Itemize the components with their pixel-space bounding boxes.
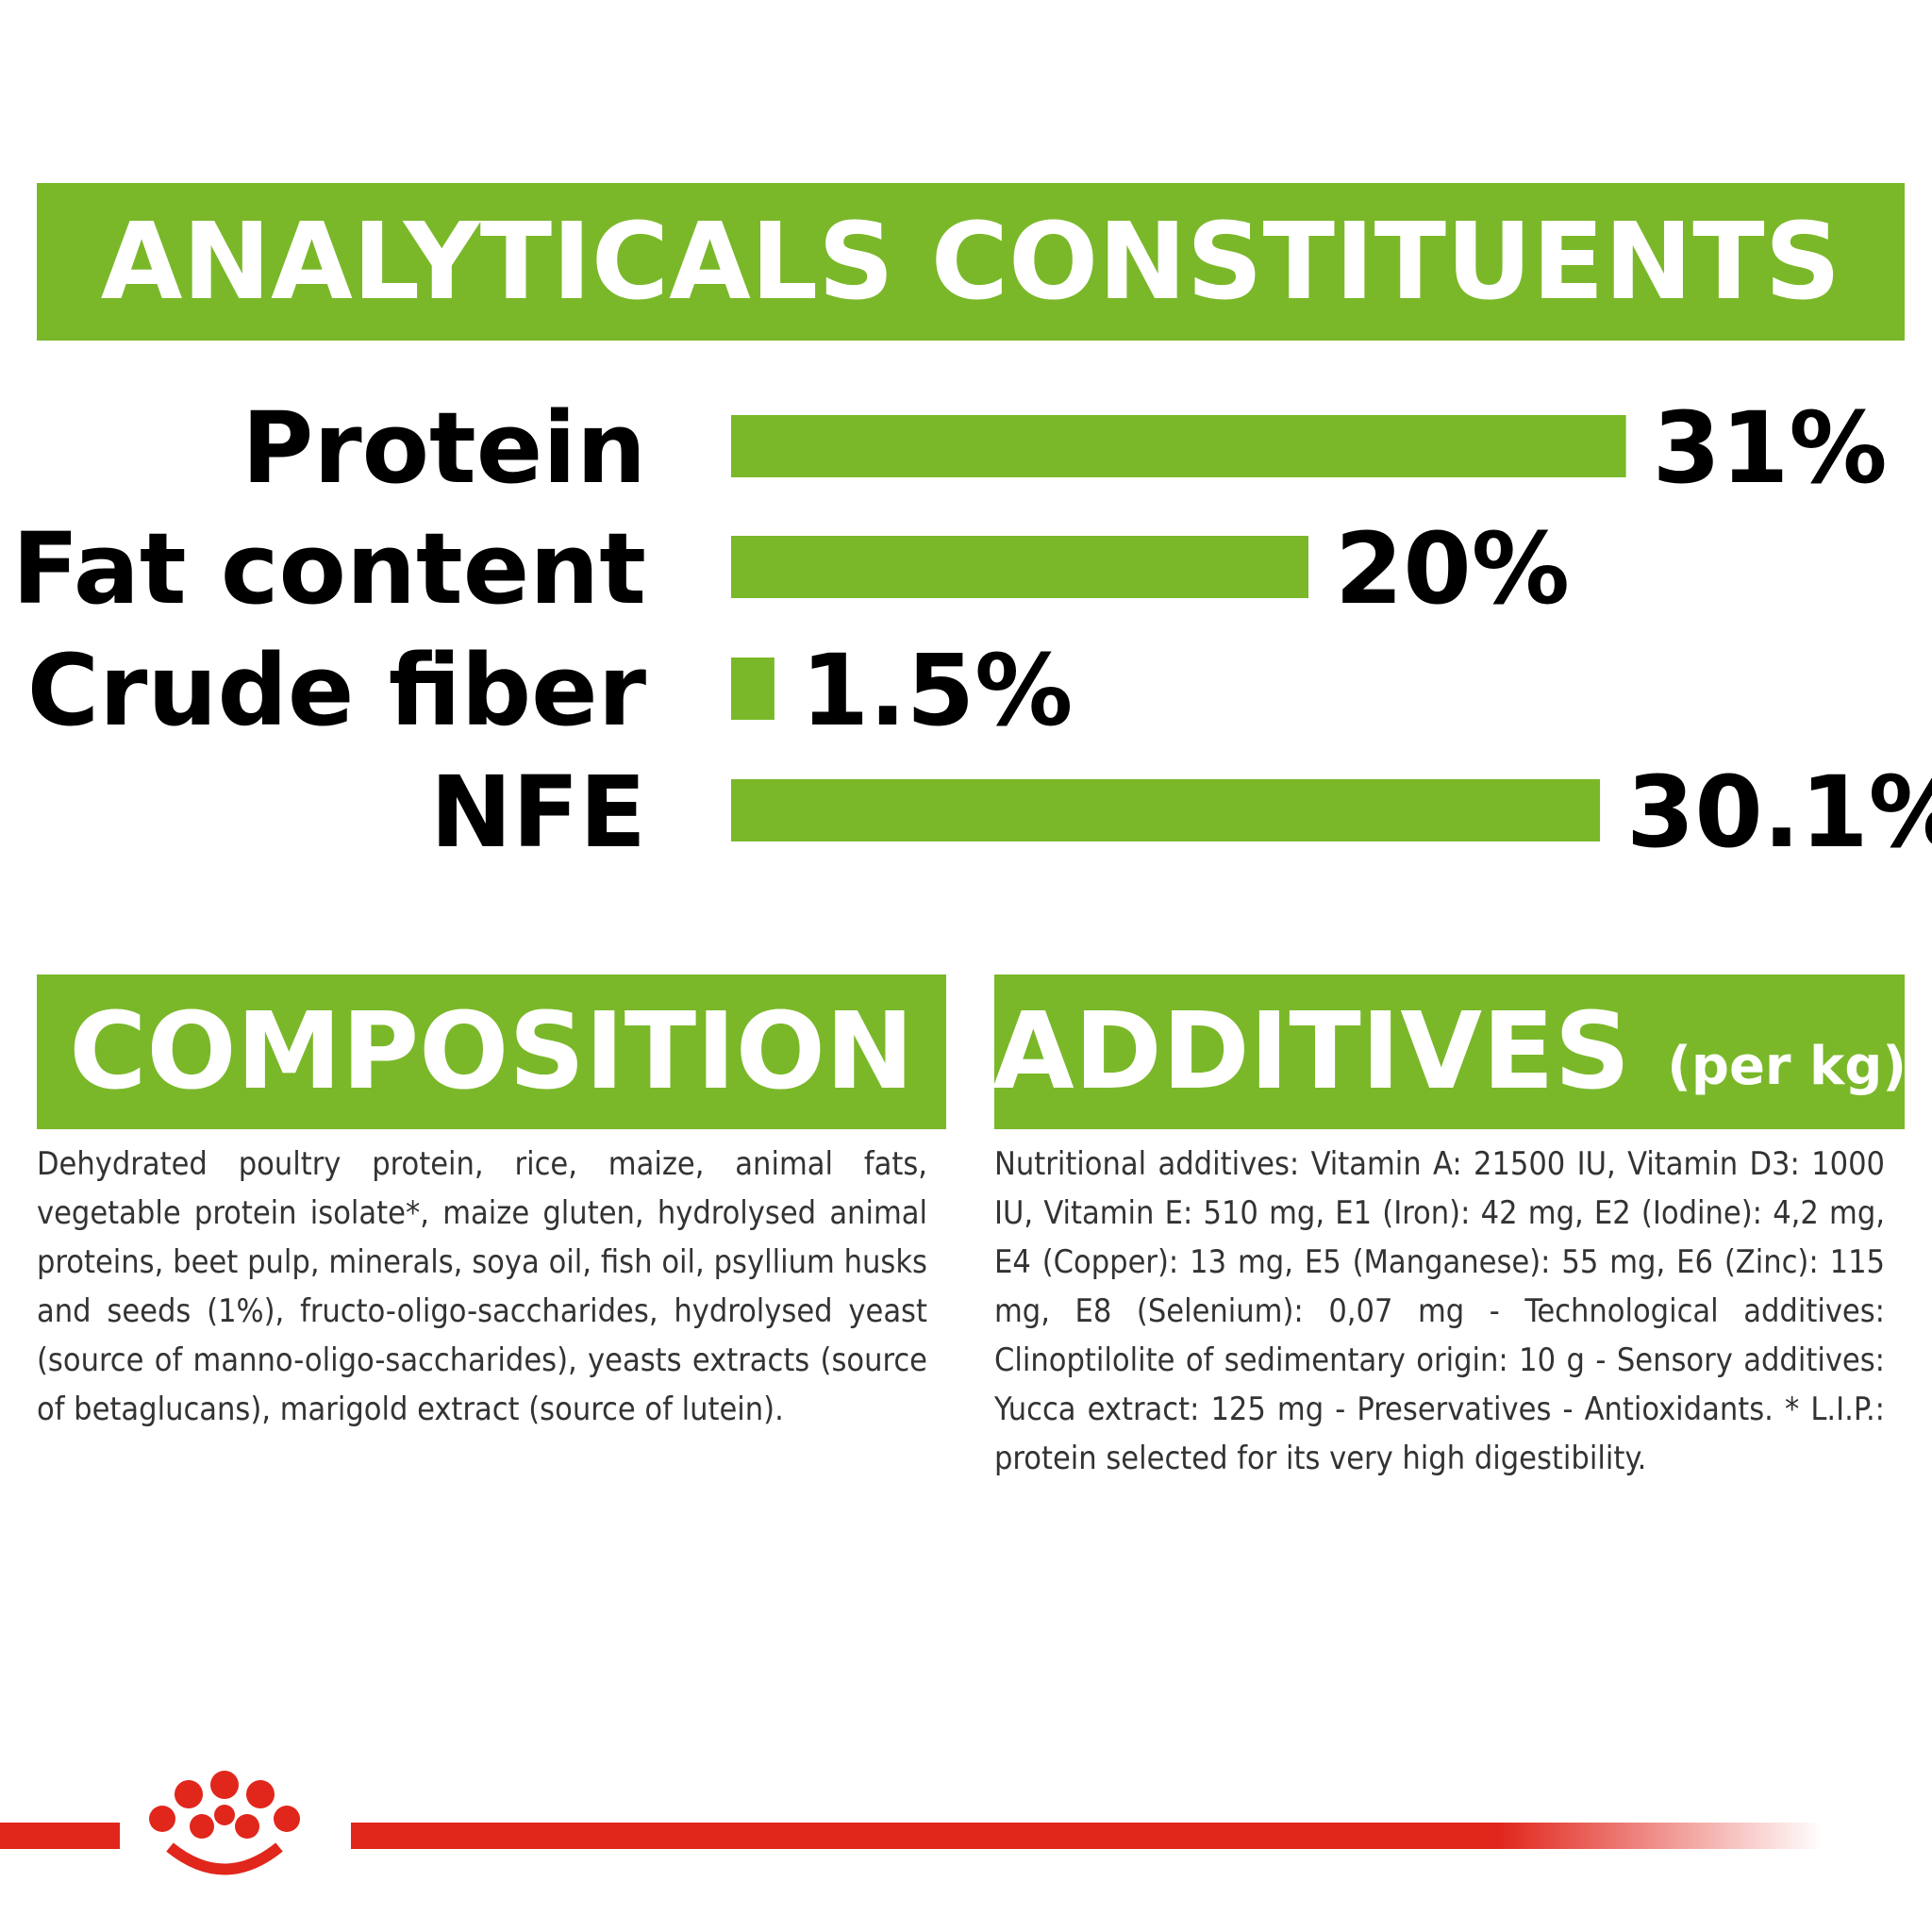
additives-header: ADDITIVES (per kg) <box>992 974 1907 1129</box>
bar <box>731 536 1308 598</box>
value-label: 1.5% <box>801 633 1073 748</box>
category-label: Protein <box>242 391 646 506</box>
logo <box>149 1771 300 1875</box>
footer-line <box>0 1823 120 1849</box>
category-label: Crude fiber <box>27 633 646 748</box>
additives-text: Nutritional additives: Vitamin A: 21500 … <box>994 1145 1885 1477</box>
bar <box>731 658 774 720</box>
value-label: 31% <box>1653 391 1888 506</box>
category-label: Fat content <box>12 511 646 626</box>
bar <box>731 415 1626 477</box>
chart-title: ANALYTICALS CONSTITUENTS <box>101 201 1841 324</box>
footer-line <box>351 1823 1823 1849</box>
title-banner <box>37 183 1905 341</box>
additives-unit: (per kg) <box>1667 1035 1907 1097</box>
composition-text: Dehydrated poultry protein, rice, maize,… <box>37 1145 927 1428</box>
value-label: 20% <box>1335 511 1570 626</box>
bar <box>731 779 1601 841</box>
additives-title: ADDITIVES <box>992 991 1631 1113</box>
composition-title: COMPOSITION <box>69 991 914 1113</box>
category-label: NFE <box>430 755 646 870</box>
composition-header: COMPOSITION <box>37 974 946 1129</box>
value-label: 30.1% <box>1626 755 1932 870</box>
